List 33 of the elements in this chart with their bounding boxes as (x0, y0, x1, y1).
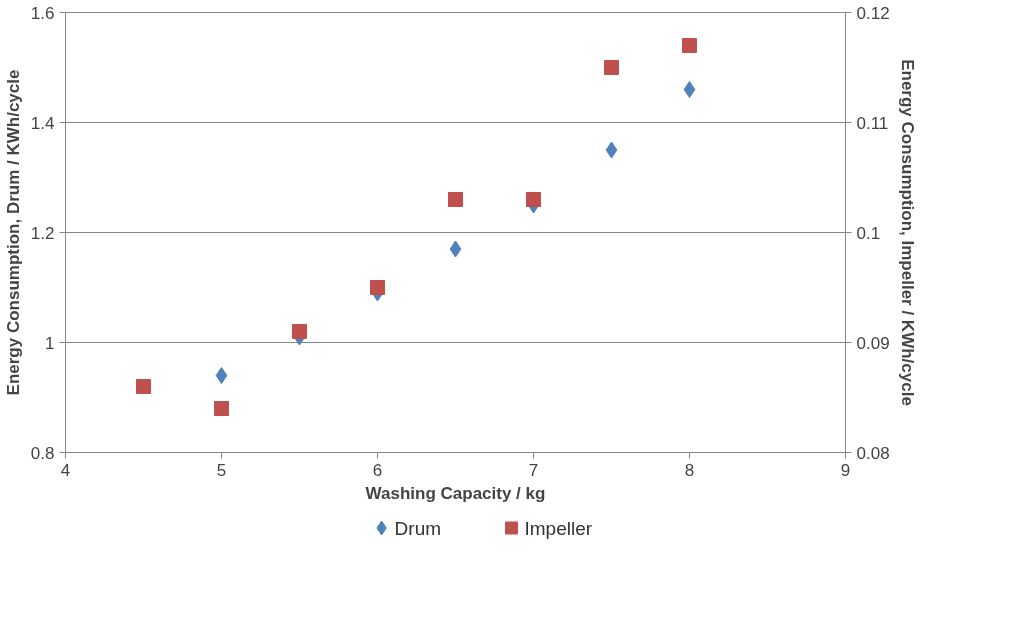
y-tick-label: 1.6 (30, 3, 55, 23)
x-tick-label: 8 (684, 460, 695, 480)
y-tick-label: 1.4 (30, 113, 55, 133)
y2-axis-title: Energy Consumption, Impeller / KWh/cycle (897, 59, 917, 406)
point (526, 192, 541, 207)
y2-tick-label: 0.12 (856, 3, 890, 23)
legend-label: Impeller (524, 517, 593, 539)
point (214, 401, 229, 416)
x-tick-label: 7 (528, 460, 539, 480)
point (682, 38, 697, 53)
x-axis-title: Washing Capacity / kg (365, 483, 546, 503)
y2-tick-label: 0.09 (856, 333, 890, 353)
y2-tick-label: 0.08 (856, 443, 890, 463)
x-tick-label: 6 (372, 460, 383, 480)
y-tick-label: 1 (45, 333, 55, 353)
y-tick-label: 1.2 (30, 223, 55, 243)
point (683, 81, 696, 98)
point (605, 141, 618, 159)
point (136, 379, 151, 394)
x-tick-label: 4 (60, 460, 71, 480)
point (448, 192, 463, 207)
y-axis-title: Energy Consumption, Drum / KWh/cycle (3, 69, 23, 396)
point (215, 367, 228, 384)
point (449, 240, 462, 258)
x-tick-label: 9 (840, 460, 851, 480)
y2-tick-label: 0.11 (856, 113, 889, 133)
point (604, 60, 619, 75)
point (370, 280, 385, 295)
x-tick-label: 5 (216, 460, 227, 480)
legend-label: Drum (394, 517, 442, 539)
point (292, 324, 307, 339)
y2-tick-label: 0.1 (856, 223, 881, 243)
y-tick-label: 0.8 (30, 443, 55, 463)
